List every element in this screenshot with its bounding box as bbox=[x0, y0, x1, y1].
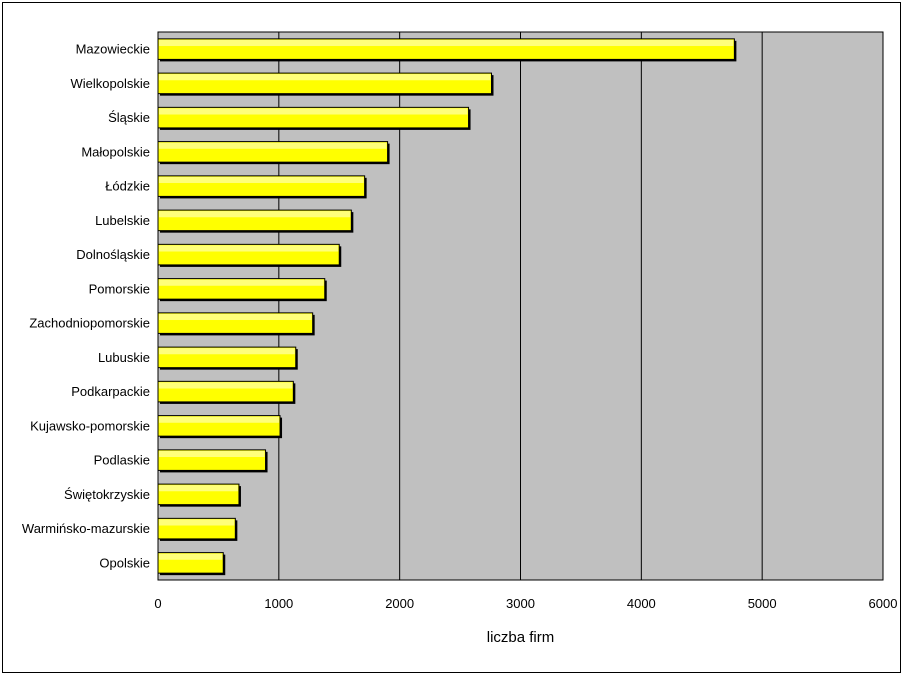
bar-highlight bbox=[159, 211, 351, 218]
x-axis-title: liczba firm bbox=[487, 629, 555, 646]
bar-highlight bbox=[159, 108, 468, 115]
category-label: Podlaskie bbox=[94, 453, 150, 468]
category-label: Łódzkie bbox=[105, 179, 150, 194]
bar-highlight bbox=[159, 519, 235, 526]
bar-highlight bbox=[159, 416, 280, 423]
bar-highlight bbox=[159, 313, 312, 321]
category-label: Śląskie bbox=[108, 110, 150, 125]
bar-highlight bbox=[159, 485, 238, 492]
category-label: Wielkopolskie bbox=[71, 76, 150, 91]
x-tick-label: 0 bbox=[154, 596, 161, 611]
category-label: Warmińsko-mazurskie bbox=[22, 521, 150, 536]
category-label: Pomorskie bbox=[89, 281, 150, 296]
x-tick-labels: 0 1000 2000 3000 4000 5000 6000 bbox=[154, 596, 897, 611]
bar-highlight bbox=[159, 450, 265, 458]
bar-highlight bbox=[159, 142, 387, 149]
bar-highlight bbox=[159, 382, 293, 389]
bar-highlight bbox=[159, 279, 324, 286]
bar-highlight bbox=[159, 553, 223, 560]
category-label: Zachodniopomorskie bbox=[29, 316, 150, 331]
x-tick-label: 1000 bbox=[264, 596, 293, 611]
category-label: Lubelskie bbox=[95, 213, 150, 228]
category-label: Mazowieckie bbox=[76, 42, 150, 57]
category-label: Dolnośląskie bbox=[76, 247, 150, 262]
category-labels: Mazowieckie Wielkopolskie Śląskie Małopolsk… bbox=[22, 42, 150, 571]
x-tick-label: 3000 bbox=[506, 596, 535, 611]
x-tick-label: 2000 bbox=[385, 596, 414, 611]
bar-highlight bbox=[159, 39, 734, 47]
category-label: Lubuskie bbox=[98, 350, 150, 365]
bar-highlight bbox=[159, 74, 491, 81]
category-label: Świętokrzyskie bbox=[64, 487, 150, 502]
bar-highlight bbox=[159, 245, 339, 252]
bar-highlight bbox=[159, 176, 364, 184]
category-label: Podkarpackie bbox=[71, 384, 150, 399]
x-tick-label: 4000 bbox=[627, 596, 656, 611]
bar-highlight bbox=[159, 348, 295, 355]
category-label: Opolskie bbox=[99, 555, 150, 570]
x-tick-label: 6000 bbox=[869, 596, 898, 611]
x-tick-label: 5000 bbox=[748, 596, 777, 611]
bars bbox=[157, 38, 737, 576]
category-label: Małopolskie bbox=[81, 144, 150, 159]
category-label: Kujawsko-pomorskie bbox=[30, 418, 150, 433]
